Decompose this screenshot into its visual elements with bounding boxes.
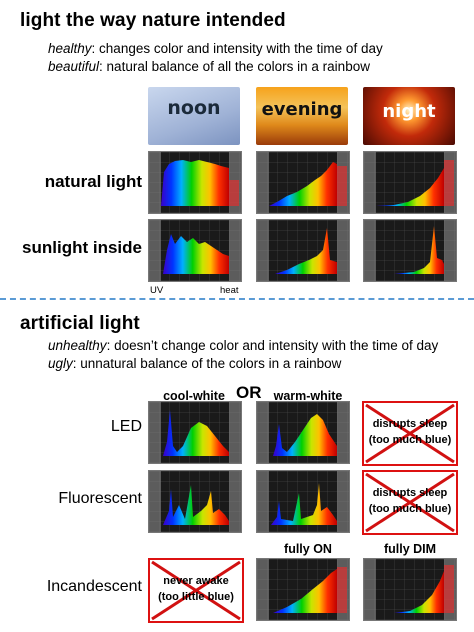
fluorescent-warning-line1: disrupts sleep (372, 487, 448, 499)
row-label-led: LED (110, 418, 142, 435)
section2-title: artificial light (20, 313, 140, 334)
col-fully-on: fully ON (284, 542, 332, 556)
row-label-sunlight-inside: sunlight inside (22, 238, 142, 257)
incandescent-warning-box: never awake (too little blue) (148, 558, 244, 623)
fluorescent-warning-line2: (too much blue) (368, 503, 452, 515)
noon-thumbnail: noon (148, 87, 240, 145)
spectrum-inside-night (363, 219, 457, 282)
section1-line2: beautiful: natural balance of all the co… (48, 59, 370, 74)
led-warning-box: disrupts sleep (too much blue) (362, 401, 458, 466)
incandescent-warning-line2: (too little blue) (158, 591, 234, 603)
spectrum-led-cool (148, 401, 242, 464)
row-label-incandescent: Incandescent (46, 578, 142, 595)
row-label-fluorescent: Fluorescent (58, 490, 142, 507)
col-fully-dim: fully DIM (383, 542, 437, 556)
evening-thumbnail: evening (256, 87, 348, 145)
spectrum-natural-night (363, 151, 457, 214)
spectrum-inside-noon (148, 219, 242, 282)
led-warning-line1: disrupts sleep (372, 418, 448, 430)
section1-title: light the way nature intended (20, 10, 286, 31)
spectrum-incandescent-on (256, 558, 350, 621)
row-label-natural-light: natural light (44, 172, 142, 191)
spectrum-led-warm (256, 401, 350, 464)
incandescent-warning-line1: never awake (163, 575, 229, 587)
col-or: OR (236, 383, 262, 402)
section-divider (0, 298, 474, 300)
spectrum-incandescent-dim (363, 558, 457, 621)
led-warning-line2: (too much blue) (368, 434, 452, 446)
fluorescent-warning-box: disrupts sleep (too much blue) (362, 470, 458, 535)
spectrum-natural-evening (256, 151, 350, 214)
section2-line2: ugly: unnatural balance of the colors in… (48, 356, 342, 371)
spectrum-inside-evening (256, 219, 350, 282)
section1-line1: healthy: changes color and intensity wit… (48, 41, 383, 56)
section2-line1: unhealthy: doesn’t change color and inte… (48, 338, 439, 353)
spectrum-fluorescent-warm (256, 470, 350, 533)
col-warm-white: warm-white (273, 389, 343, 403)
uv-label: UV (150, 285, 164, 296)
spectrum-fluorescent-cool (148, 470, 242, 533)
heat-label: heat (220, 285, 239, 296)
col-cool-white: cool-white (163, 389, 225, 403)
spectrum-natural-noon (148, 151, 242, 214)
night-thumbnail: night (363, 87, 455, 145)
